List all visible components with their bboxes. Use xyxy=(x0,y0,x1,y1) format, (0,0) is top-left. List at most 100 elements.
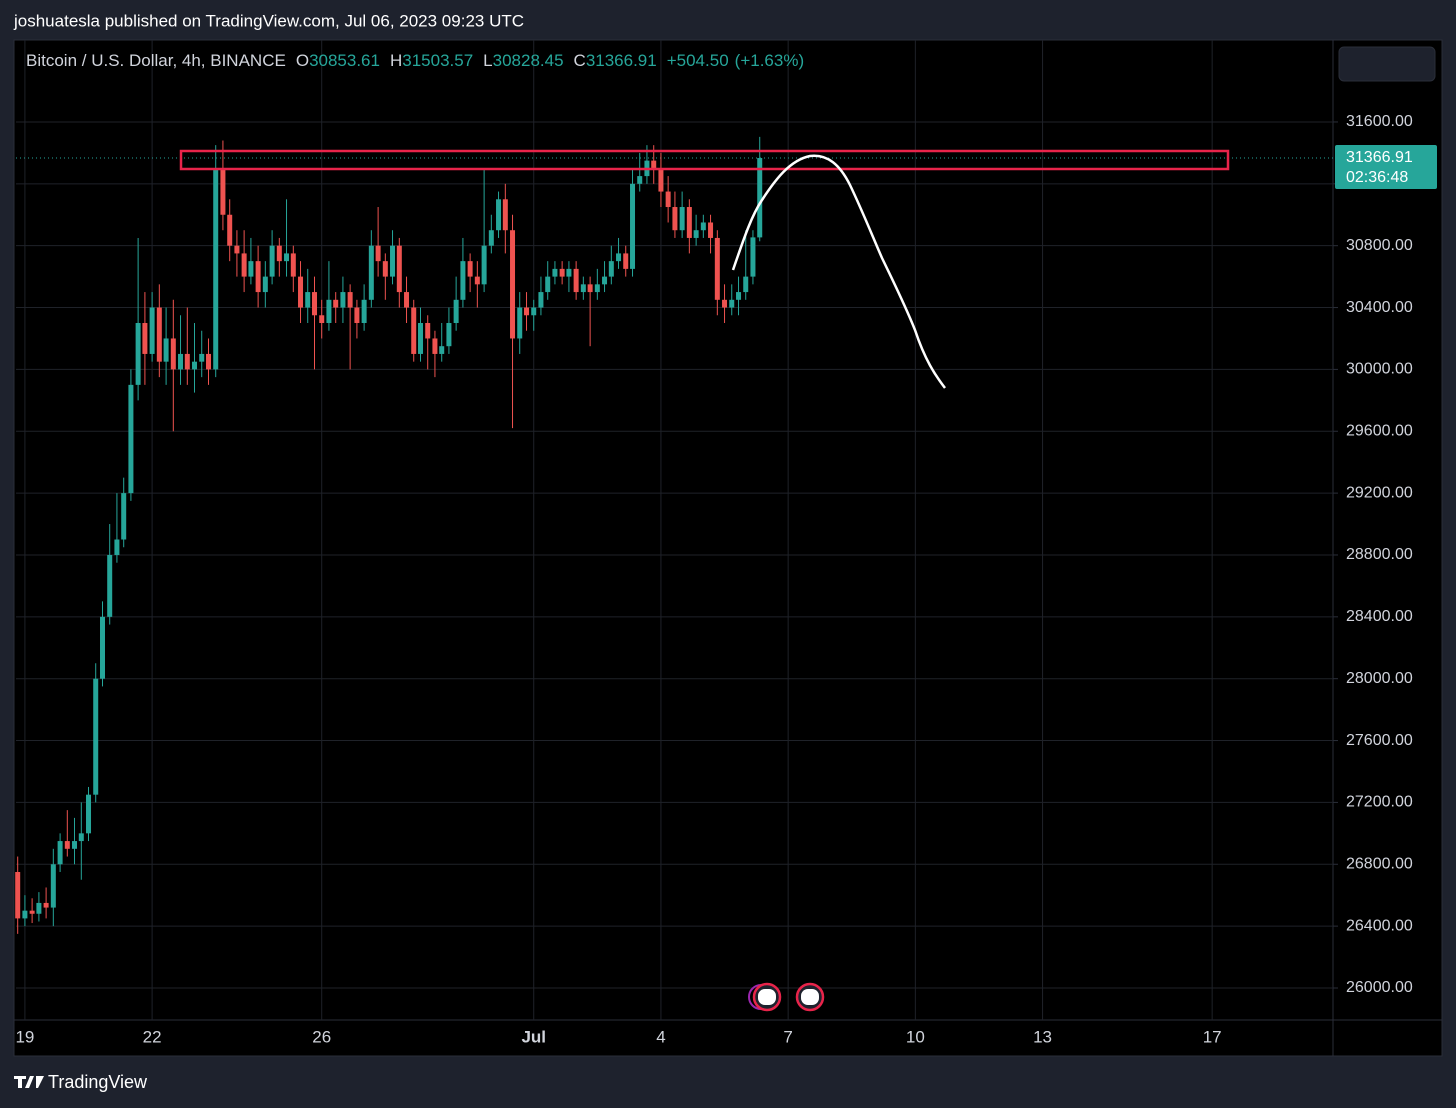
candle-body xyxy=(22,910,28,919)
candle-body xyxy=(78,833,84,842)
candle-body xyxy=(114,539,120,555)
candle-body xyxy=(361,299,367,324)
candle-body xyxy=(255,261,261,293)
candle-body xyxy=(714,237,720,300)
countdown-label: 02:36:48 xyxy=(1346,169,1408,186)
candle-body xyxy=(298,276,304,308)
candle-body xyxy=(651,160,657,169)
x-tick-label: Jul xyxy=(521,1027,546,1046)
candle-body xyxy=(743,276,749,293)
y-tick-label: 26800.00 xyxy=(1346,855,1413,872)
candle-body xyxy=(404,292,410,308)
event-icons xyxy=(748,982,825,1012)
y-tick-label: 28000.00 xyxy=(1346,670,1413,687)
candle-body xyxy=(192,361,198,370)
y-tick-label: 26000.00 xyxy=(1346,979,1413,996)
candle-body xyxy=(750,237,756,277)
flag-icon xyxy=(758,989,776,1005)
candle-body xyxy=(50,864,56,908)
candle-body xyxy=(213,168,219,370)
y-tick-label: 30400.00 xyxy=(1346,299,1413,316)
candle-body xyxy=(658,168,664,192)
footer: TradingView xyxy=(48,1072,148,1092)
x-tick-label: 13 xyxy=(1033,1027,1052,1046)
candle-body xyxy=(241,253,247,277)
candle-body xyxy=(418,323,424,354)
candle-body xyxy=(319,315,325,324)
legend: Bitcoin / U.S. Dollar, 4h, BINANCE O30853… xyxy=(26,51,804,70)
candle-body xyxy=(142,323,148,354)
candle-body xyxy=(524,307,530,316)
candle-body xyxy=(425,323,431,339)
logo: TradingView xyxy=(14,1072,148,1092)
x-tick-label: 10 xyxy=(906,1027,925,1046)
candle-body xyxy=(43,902,49,908)
candle-body xyxy=(510,230,516,339)
candle-body xyxy=(411,307,417,354)
legend-value: 31366.91 xyxy=(586,51,657,70)
candle-body xyxy=(64,841,70,849)
candle-body xyxy=(439,346,445,354)
candle-body xyxy=(630,183,636,269)
candle-body xyxy=(220,168,226,215)
legend-value: 31503.57 xyxy=(402,51,473,70)
legend-key: L xyxy=(483,51,492,70)
candle-body xyxy=(700,222,706,231)
candle-body xyxy=(757,158,763,238)
y-tick-label: 28800.00 xyxy=(1346,546,1413,563)
candle-body xyxy=(57,841,63,865)
y-tick-label: 30000.00 xyxy=(1346,361,1413,378)
y-tick-label: 31600.00 xyxy=(1346,113,1413,130)
candle-body xyxy=(149,307,155,354)
candle-body xyxy=(248,261,254,277)
candle-body xyxy=(227,214,233,246)
candle-body xyxy=(608,261,614,277)
legend-change: +504.50 xyxy=(667,51,729,70)
candle-body xyxy=(206,353,212,370)
candle-body xyxy=(170,338,176,370)
header: joshuatesla published on TradingView.com… xyxy=(13,11,524,30)
candle-body xyxy=(382,261,388,277)
axis-button[interactable] xyxy=(1338,46,1436,82)
y-tick-label: 29600.00 xyxy=(1346,422,1413,439)
legend-value: 30828.45 xyxy=(493,51,564,70)
flag-icon xyxy=(801,989,819,1005)
candle-body xyxy=(72,841,78,849)
candle-body xyxy=(163,338,169,362)
grid xyxy=(16,40,1333,1020)
candle-body xyxy=(545,276,551,293)
candle-body xyxy=(368,245,374,300)
candle-body xyxy=(135,323,141,385)
y-tick-label: 27200.00 xyxy=(1346,794,1413,811)
candle-body xyxy=(290,253,296,277)
candle-body xyxy=(178,353,184,370)
candle-body xyxy=(93,678,99,795)
y-tick-label: 30800.00 xyxy=(1346,237,1413,254)
y-tick-label: 28400.00 xyxy=(1346,608,1413,625)
candle-body xyxy=(184,353,190,370)
y-tick-label: 26400.00 xyxy=(1346,917,1413,934)
candle-body xyxy=(566,268,572,277)
candle-body xyxy=(623,253,629,269)
candle-body xyxy=(375,245,381,262)
candle-body xyxy=(128,384,134,494)
y-tick-label: 29200.00 xyxy=(1346,484,1413,501)
candle-body xyxy=(559,268,565,277)
candle-body xyxy=(686,207,692,238)
candle-body xyxy=(86,794,92,834)
candle-body xyxy=(602,276,608,285)
candle-body xyxy=(474,276,480,285)
candle-body xyxy=(199,353,205,362)
y-tick-label: 27600.00 xyxy=(1346,732,1413,749)
candle-body xyxy=(502,199,508,231)
candle-body xyxy=(679,207,685,231)
candle-body xyxy=(390,245,396,277)
projection-drawing xyxy=(731,154,946,389)
legend-key: O xyxy=(296,51,309,70)
candle-body xyxy=(481,245,487,285)
last-price-tag xyxy=(1335,145,1437,190)
last-price-label: 31366.91 xyxy=(1346,149,1413,166)
candle-body xyxy=(432,338,438,354)
